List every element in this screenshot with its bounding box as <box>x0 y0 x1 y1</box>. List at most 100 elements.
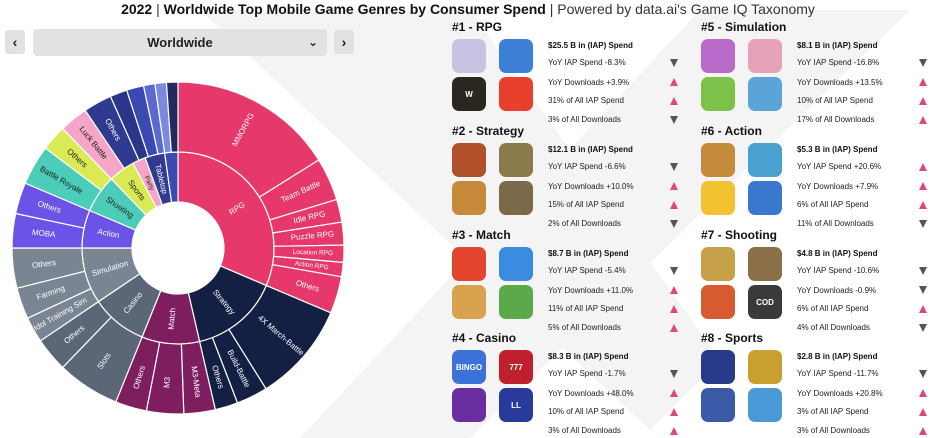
pubg-mobile-icon[interactable] <box>748 247 782 281</box>
sunburst-outer-label: Location RPG <box>293 249 334 257</box>
app-icon-glyph <box>701 350 735 384</box>
genre-card: #5 - Simulation $8.1 B in (IAP) Spend YoY … <box>701 20 936 124</box>
bingo-blitz-icon[interactable]: BINGO <box>452 350 486 384</box>
app-icon-glyph <box>452 143 486 177</box>
arrow-up-icon <box>670 324 678 332</box>
share-downloads: 4% of All Downloads <box>797 323 870 332</box>
township-icon[interactable] <box>748 77 782 111</box>
app-icon-glyph: 777 <box>509 362 523 372</box>
app-icon-glyph <box>748 77 782 111</box>
arrow-down-icon <box>670 220 678 228</box>
yoy-iap-spend: YoY IAP Spend -10.6% <box>797 266 880 275</box>
prev-button[interactable]: ‹ <box>5 30 25 54</box>
arrow-down-icon <box>919 324 927 332</box>
arrow-up-icon <box>919 116 927 124</box>
share-downloads: 17% of All Downloads <box>797 115 875 124</box>
arrow-down-icon <box>919 267 927 275</box>
sunburst-outer-label: M3-Meta <box>189 366 202 399</box>
brawl-stars-icon[interactable] <box>701 181 735 215</box>
spend-total: $25.5 B in (IAP) Spend <box>548 41 633 50</box>
sunburst-inner-label: Action <box>97 227 121 240</box>
arrow-up-icon <box>919 182 927 190</box>
genre-card: #2 - Strategy $12.1 B in (IAP) Spend YoY I… <box>452 124 700 228</box>
honor-of-kings-icon[interactable] <box>701 143 735 177</box>
app-icon-glyph: LL <box>511 400 521 410</box>
yoy-downloads: YoY Downloads -0.9% <box>797 286 877 295</box>
uma-musume-icon[interactable] <box>701 39 735 73</box>
arrow-up-icon <box>670 286 678 294</box>
yoy-iap-spend: YoY IAP Spend -5.4% <box>548 266 626 275</box>
share-downloads: 2% of All Downloads <box>548 219 621 228</box>
arrow-down-icon <box>919 370 927 378</box>
chevron-down-icon: ⌄ <box>307 35 318 49</box>
ea-fc-icon[interactable] <box>701 388 735 422</box>
royal-match-icon[interactable] <box>499 247 533 281</box>
golf-clash-icon[interactable] <box>748 388 782 422</box>
clash-of-clans-icon[interactable] <box>499 143 533 177</box>
app-icon-glyph <box>499 143 533 177</box>
share-downloads: 11% of All Downloads <box>797 219 874 228</box>
share-iap-spend: 11% of All IAP Spend <box>548 304 624 313</box>
league-wild-rift-icon[interactable] <box>748 143 782 177</box>
lightning-link-casino-icon[interactable]: LL <box>499 388 533 422</box>
spend-total: $12.1 B in (IAP) Spend <box>548 145 633 154</box>
share-iap-spend: 6% of All IAP Spend <box>797 304 869 313</box>
yoy-downloads: YoY Downloads +10.0% <box>548 182 634 191</box>
sunburst-outer-segment[interactable] <box>165 81 179 153</box>
app-icon-glyph <box>701 39 735 73</box>
app-icon-glyph <box>452 285 486 319</box>
jackpot-party-icon[interactable] <box>452 388 486 422</box>
arrow-up-icon <box>670 305 678 313</box>
arrow-up-icon <box>919 201 927 209</box>
arrow-down-icon <box>670 59 678 67</box>
next-button[interactable]: › <box>334 30 354 54</box>
app-icon-glyph <box>452 181 486 215</box>
three-kingdoms-icon[interactable] <box>452 143 486 177</box>
genre-card: #6 - Action $5.3 B in (IAP) Spend YoY IAP … <box>701 124 936 228</box>
lineage-w-icon[interactable]: W <box>452 77 486 111</box>
mobile-legends-icon[interactable] <box>748 181 782 215</box>
candy-crush-icon[interactable] <box>452 247 486 281</box>
arrow-up-icon <box>919 305 927 313</box>
genshin-impact-icon[interactable] <box>452 39 486 73</box>
efootball-icon[interactable] <box>701 350 735 384</box>
genre-sunburst-chart: RPGStrategyMatchCasinoSimulationActionSh… <box>11 81 345 415</box>
arrow-down-icon <box>670 163 678 171</box>
arrow-up-icon <box>670 182 678 190</box>
call-of-duty-mobile-icon[interactable]: COD <box>748 285 782 319</box>
share-downloads: 3% of All Downloads <box>548 115 621 124</box>
hay-day-icon[interactable] <box>701 77 735 111</box>
idol-game-icon[interactable] <box>748 39 782 73</box>
app-icon-glyph <box>701 285 735 319</box>
sunburst-outer-label: Puzzle RPG <box>290 229 334 242</box>
peacekeeper-elite-icon[interactable] <box>701 247 735 281</box>
pokemon-go-icon[interactable] <box>499 39 533 73</box>
sunburst-outer-label: Action RPG <box>295 260 330 271</box>
genre-title: #8 - Sports <box>701 331 764 345</box>
genre-title: #4 - Casino <box>452 331 517 345</box>
rise-of-kingdoms-icon[interactable] <box>452 181 486 215</box>
arrow-up-icon <box>670 427 678 435</box>
gardenscapes-icon[interactable] <box>499 285 533 319</box>
app-icon-glyph <box>701 143 735 177</box>
title-year: 2022 <box>121 1 153 17</box>
fifa-mobile-icon[interactable] <box>748 350 782 384</box>
sunburst-center <box>133 203 223 293</box>
fantasy-rpg-icon[interactable] <box>499 77 533 111</box>
free-fire-icon[interactable] <box>701 285 735 319</box>
slotomania-icon[interactable]: 777 <box>499 350 533 384</box>
app-icon-glyph <box>748 350 782 384</box>
app-icon-glyph <box>701 247 735 281</box>
arrow-up-icon <box>919 389 927 397</box>
region-select[interactable]: Worldwide ⌄ <box>33 29 327 56</box>
app-icon-glyph: BINGO <box>455 362 483 372</box>
title-main: Worldwide Top Mobile Game Genres by Cons… <box>163 1 546 17</box>
state-of-survival-icon[interactable] <box>499 181 533 215</box>
share-iap-spend: 6% of All IAP Spend <box>797 200 869 209</box>
app-icon-glyph <box>452 39 486 73</box>
arrow-down-icon <box>670 116 678 124</box>
homescapes-icon[interactable] <box>452 285 486 319</box>
yoy-downloads: YoY Downloads +48.0% <box>548 389 634 398</box>
title-separator-2: | <box>549 1 554 17</box>
genre-title: #6 - Action <box>701 124 762 138</box>
